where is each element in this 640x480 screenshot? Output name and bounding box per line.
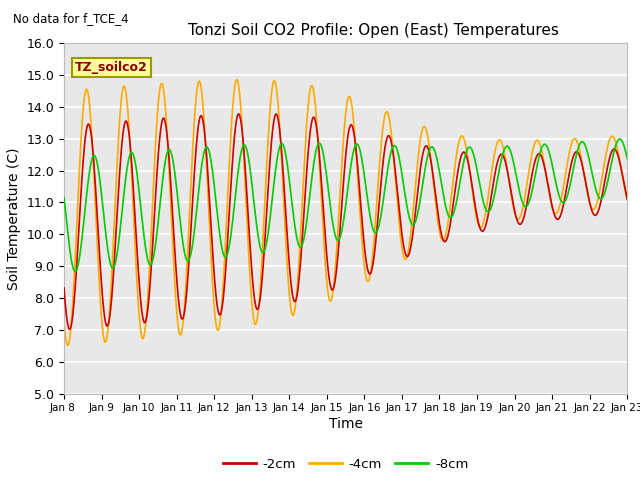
-4cm <box>127 156 134 162</box>
-8cm <box>311 153 319 159</box>
-4cm <box>381 111 389 117</box>
-4cm <box>233 77 241 83</box>
-4cm <box>312 103 319 108</box>
Y-axis label: Soil Temperature (C): Soil Temperature (C) <box>7 147 21 289</box>
Line: -2cm: -2cm <box>64 114 627 329</box>
-8cm <box>300 238 307 244</box>
Title: Tonzi Soil CO2 Profile: Open (East) Temperatures: Tonzi Soil CO2 Profile: Open (East) Temp… <box>188 23 559 38</box>
-2cm <box>312 118 319 124</box>
-2cm <box>381 143 389 149</box>
-8cm <box>60 195 68 201</box>
-8cm <box>127 150 134 156</box>
-4cm <box>64 343 72 348</box>
-4cm <box>300 171 308 177</box>
-8cm <box>381 186 388 192</box>
-2cm <box>127 150 134 156</box>
-2cm <box>235 111 243 117</box>
-4cm <box>322 264 330 270</box>
-4cm <box>60 319 68 324</box>
-8cm <box>321 162 329 168</box>
Line: -4cm: -4cm <box>64 80 627 346</box>
Line: -8cm: -8cm <box>64 139 627 272</box>
-8cm <box>72 269 79 275</box>
-2cm <box>300 214 308 219</box>
-2cm <box>60 285 68 291</box>
-8cm <box>623 156 631 161</box>
Legend: -2cm, -4cm, -8cm: -2cm, -4cm, -8cm <box>218 453 474 476</box>
-2cm <box>322 237 330 243</box>
Text: TZ_soilco2: TZ_soilco2 <box>76 61 148 74</box>
-8cm <box>104 248 112 253</box>
X-axis label: Time: Time <box>328 418 363 432</box>
Text: No data for f_TCE_4: No data for f_TCE_4 <box>13 12 129 25</box>
-4cm <box>623 196 631 202</box>
-4cm <box>104 326 112 332</box>
-8cm <box>616 136 623 142</box>
-2cm <box>104 322 112 328</box>
-2cm <box>66 326 74 332</box>
-2cm <box>623 196 631 202</box>
